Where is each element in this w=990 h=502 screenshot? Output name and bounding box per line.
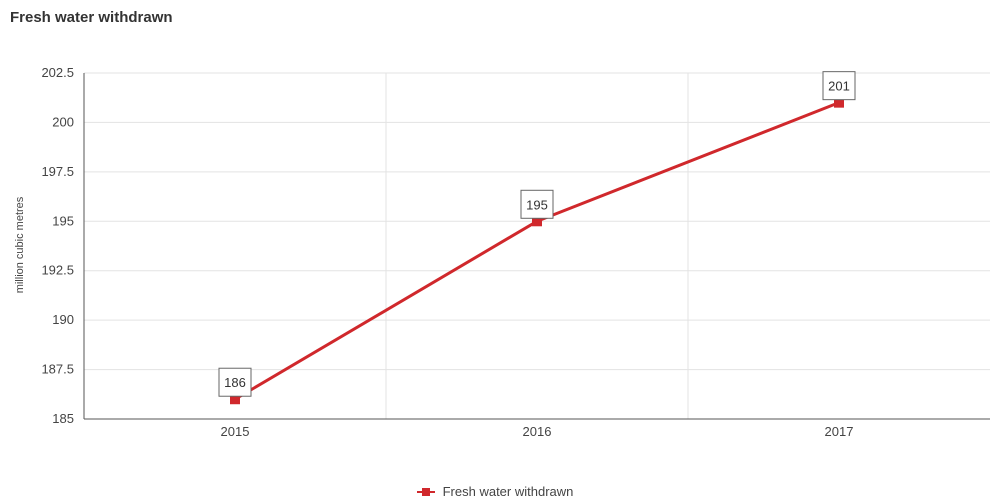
y-tick-label: 197.5 (41, 164, 74, 179)
y-tick-label: 190 (52, 312, 74, 327)
legend: Fresh water withdrawn (0, 484, 990, 500)
data-label: 195 (526, 197, 548, 212)
y-tick-label: 200 (52, 114, 74, 129)
y-tick-label: 202.5 (41, 65, 74, 80)
data-label-box (520, 189, 554, 219)
axes (83, 73, 990, 420)
data-label: 186 (224, 375, 246, 390)
gridlines (84, 72, 990, 419)
data-labels: 186 195 201 (218, 71, 856, 397)
data-label: 201 (828, 79, 850, 94)
series-layer (230, 97, 844, 405)
x-tick-label: 2016 (523, 424, 552, 439)
chart-title: Fresh water withdrawn (10, 9, 173, 26)
y-tick-label: 185 (52, 411, 74, 426)
data-label-box (218, 367, 252, 397)
data-point-marker (532, 216, 542, 227)
y-tick-label: 187.5 (41, 362, 74, 377)
x-tick-label: 2017 (825, 424, 854, 439)
data-point-marker (834, 97, 844, 108)
y-tick-labels: 185 187.5 190 192.5 195 197.5 200 202.5 (41, 65, 74, 426)
legend-item-fresh-water-withdrawn[interactable]: Fresh water withdrawn (416, 484, 574, 499)
data-label-box (822, 71, 856, 101)
x-tick-labels: 2015 2016 2017 (221, 424, 854, 439)
legend-label: Fresh water withdrawn (442, 484, 574, 499)
legend-swatch-icon (416, 487, 435, 497)
data-point-marker (230, 394, 240, 405)
y-tick-label: 192.5 (41, 263, 74, 278)
series-line (233, 101, 841, 401)
y-tick-label: 195 (52, 213, 74, 228)
x-tick-label: 2015 (221, 424, 250, 439)
